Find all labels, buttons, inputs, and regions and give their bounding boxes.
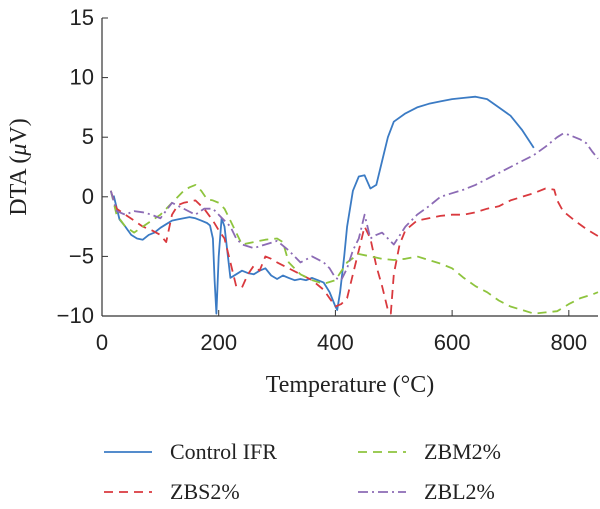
y-tick-label: −10 <box>57 303 94 328</box>
legend-label: ZBS2% <box>170 479 240 504</box>
series-line-zbm2- <box>109 183 599 315</box>
x-tick-label: 0 <box>96 330 108 355</box>
legend-label: ZBM2% <box>424 439 501 464</box>
y-tick-label: 0 <box>82 184 94 209</box>
series-line-zbl2- <box>109 132 599 282</box>
legend: Control IFR ZBS2% ZBM2% ZBL2% <box>104 439 501 504</box>
x-tick-label: 200 <box>200 330 237 355</box>
axes-group: −10 −5 0 5 10 15 0 200 400 600 800 <box>57 5 598 355</box>
x-axis-label: Temperature (°C) <box>266 372 435 398</box>
y-tick-label: 10 <box>70 65 94 90</box>
x-tick-label: 600 <box>434 330 471 355</box>
series-line-zbs2- <box>109 187 599 315</box>
y-tick-label: 15 <box>70 5 94 30</box>
x-tick-label: 800 <box>550 330 587 355</box>
series-layer <box>109 95 599 315</box>
y-tick-label: −5 <box>69 243 94 268</box>
series-line-control-ifr <box>112 95 535 315</box>
legend-label: ZBL2% <box>424 479 495 504</box>
y-axis-label: DTA (μV) <box>6 118 32 215</box>
x-tick-label: 400 <box>317 330 354 355</box>
legend-label: Control IFR <box>170 439 277 464</box>
y-tick-label: 5 <box>82 124 94 149</box>
